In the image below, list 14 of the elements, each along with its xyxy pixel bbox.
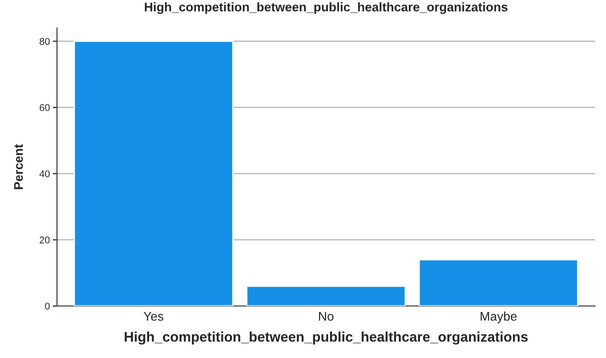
bar xyxy=(74,40,234,306)
y-tick-label: 40 xyxy=(39,170,50,178)
y-tick-label: 0 xyxy=(45,302,50,310)
bar xyxy=(246,285,406,306)
y-axis-title: Percent xyxy=(14,144,23,190)
bar xyxy=(418,258,578,306)
y-tick-label: 20 xyxy=(40,236,50,244)
x-tick-label: No xyxy=(319,312,334,321)
chart-title: High_competition_between_public_healthcare_organizations xyxy=(144,2,508,14)
y-tick-label: 80 xyxy=(40,38,50,45)
x-tick-label: Yes xyxy=(144,312,164,321)
x-tick-label: Maybe xyxy=(480,312,517,324)
y-tick-label: 60 xyxy=(40,104,50,112)
x-axis-title: High_competition_between_public_healthcare_organizations xyxy=(124,332,528,345)
